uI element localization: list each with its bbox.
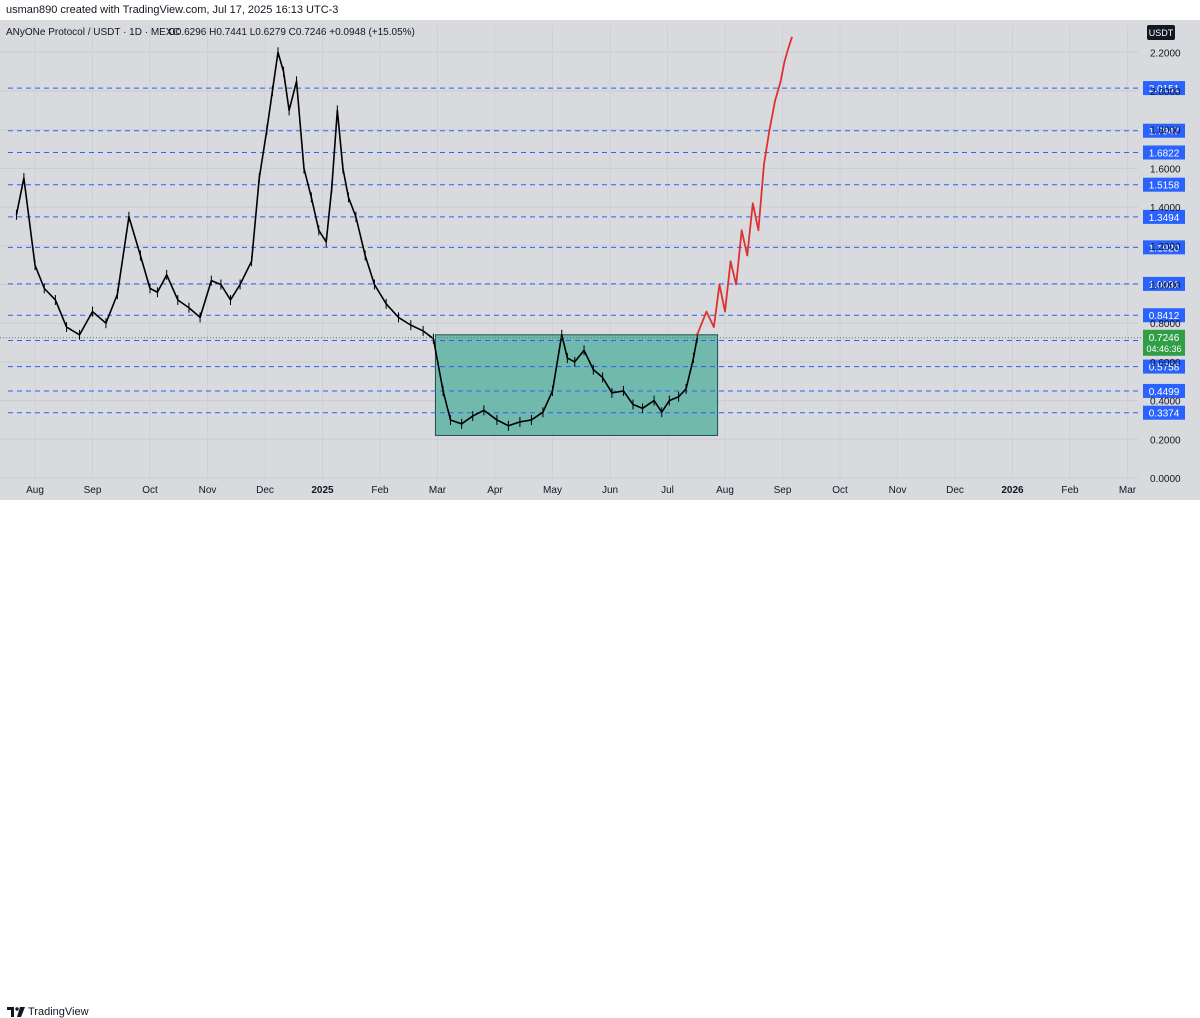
y-tick-label: 1.4000 (1150, 203, 1181, 214)
accumulation-zone-box (434, 334, 719, 436)
x-tick-label: Sep (774, 485, 792, 496)
x-tick-label: Jun (602, 485, 618, 496)
level-label: 0.3374 (1149, 409, 1180, 420)
price-line (15, 51, 698, 427)
level-label-bg (1143, 240, 1185, 255)
y-tick-label: 0.4000 (1150, 397, 1181, 408)
level-label: 0.4499 (1149, 387, 1180, 398)
y-tick-label: 2.0000 (1150, 87, 1181, 98)
x-tick-label: Sep (84, 485, 102, 496)
level-label-bg (1143, 145, 1185, 160)
footer-bar: TradingView (0, 500, 1200, 1018)
y-tick-label: 0.6000 (1150, 358, 1181, 369)
accumulation-zone (434, 334, 719, 436)
header-bar: usman890 created with TradingView.com, J… (0, 0, 1200, 20)
x-tick-label: Nov (199, 485, 217, 496)
y-tick-label: 0.2000 (1150, 435, 1181, 446)
ohlc-readout: O0.6296 H0.7441 L0.6279 C0.7246 +0.0948 … (168, 27, 415, 38)
level-label: 1.6822 (1149, 148, 1180, 159)
level-label: 2.0151 (1149, 84, 1180, 95)
x-tick-label: Mar (1119, 485, 1137, 496)
currency-badge-label: USDT (1149, 28, 1174, 38)
support-resistance-levels: 2.0151 1.7947 1.6822 1.5158 1.3494 1.1920 1.00… (8, 81, 1185, 420)
level-label: 1.3494 (1149, 213, 1180, 224)
level-label-bg (1143, 276, 1185, 291)
level-label: 1.7947 (1149, 127, 1180, 138)
y-tick-label: 2.4000 (1150, 20, 1181, 21)
x-tick-label: Oct (832, 485, 848, 496)
symbol-title[interactable]: ANyONe Protocol / USDT · 1D · MEXC (6, 27, 180, 38)
tradingview-brand: TradingView (28, 1006, 89, 1018)
tradingview-logo-icon (7, 1007, 25, 1017)
y-tick-label: 1.6000 (1150, 164, 1181, 175)
projection-line (696, 36, 793, 336)
level-label-bg (1143, 308, 1185, 323)
y-tick-label: 2.2000 (1150, 48, 1181, 59)
y-tick-label: 0.8000 (1150, 319, 1181, 330)
level-label: 1.5158 (1149, 181, 1180, 192)
level-label-bg (1143, 209, 1185, 224)
x-tick-label: May (543, 485, 562, 496)
x-tick-label: Oct (142, 485, 158, 496)
author-credit: usman890 created with TradingView.com, J… (6, 4, 339, 16)
y-tick-label: 1.2000 (1150, 242, 1181, 253)
x-tick-label: 2026 (1001, 485, 1024, 496)
y-tick-label: 1.0000 (1150, 281, 1181, 292)
currency-badge[interactable] (1147, 25, 1175, 40)
x-tick-label: Aug (26, 485, 44, 496)
level-label: 1.1920 (1149, 243, 1180, 254)
x-tick-label: Apr (487, 485, 503, 496)
level-label: 0.5758 (1149, 363, 1180, 374)
level-label-bg (1143, 383, 1185, 398)
x-tick-label: Feb (371, 485, 389, 496)
countdown-label: 04:46:36 (1146, 344, 1181, 354)
x-tick-label: 2025 (311, 485, 334, 496)
x-tick-label: Mar (429, 485, 447, 496)
price-chart[interactable]: 2.0151 1.7947 1.6822 1.5158 1.3494 1.1920 1.00… (0, 10, 1200, 500)
last-price-tag (1143, 329, 1185, 356)
last-price-label: 0.7246 (1149, 333, 1180, 344)
x-tick-label: Feb (1061, 485, 1079, 496)
y-tick-label: 1.8000 (1150, 126, 1181, 137)
x-tick-label: Dec (946, 485, 964, 496)
level-label-bg (1143, 177, 1185, 192)
x-tick-label: Dec (256, 485, 274, 496)
projection-series (696, 36, 793, 336)
level-label-bg (1143, 81, 1185, 96)
level-label: 0.8412 (1149, 311, 1180, 322)
level-label-bg (1143, 123, 1185, 138)
x-tick-label: Nov (889, 485, 907, 496)
x-tick-label: Aug (716, 485, 734, 496)
level-label: 1.0031 (1149, 280, 1180, 291)
time-axis[interactable]: Aug Sep Oct Nov Dec 2025 Feb Mar Apr May Jun Jul Aug… (26, 485, 1137, 496)
y-tick-label: 0.0000 (1150, 474, 1181, 485)
chart-area[interactable]: 2.0151 1.7947 1.6822 1.5158 1.3494 1.1920 1.00… (0, 10, 1200, 500)
level-label-bg (1143, 359, 1185, 374)
level-label-bg (1143, 405, 1185, 420)
x-tick-label: Jul (661, 485, 674, 496)
